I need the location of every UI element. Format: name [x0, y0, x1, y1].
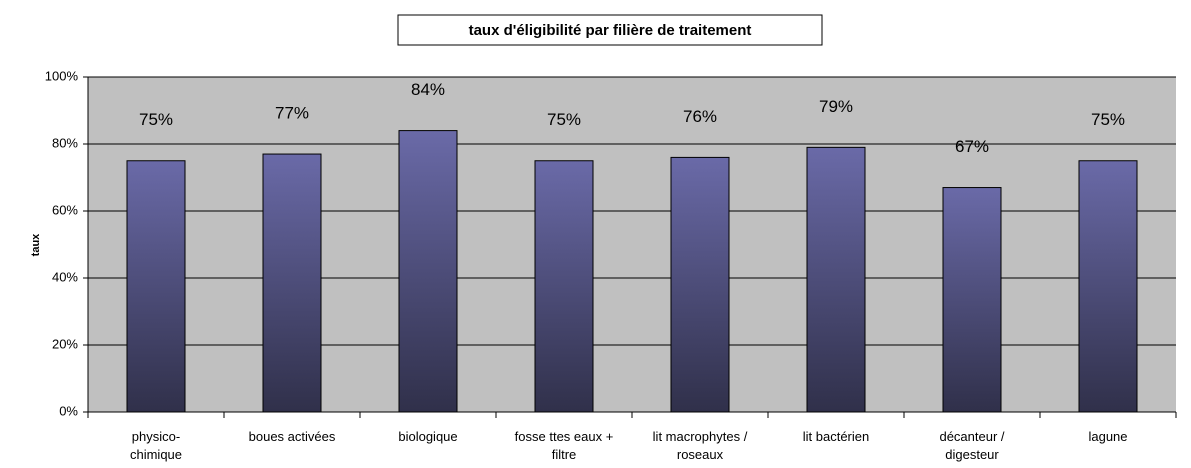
plot-area [88, 77, 1176, 412]
bar [262, 153, 322, 413]
y-tick-label: 0% [59, 403, 78, 418]
data-label: 67% [955, 137, 989, 156]
data-label: 84% [411, 80, 445, 99]
bar [534, 160, 594, 413]
bar [398, 130, 458, 413]
bar [1078, 160, 1138, 413]
x-tick-label: physico- chimique [129, 429, 183, 462]
y-tick-label: 20% [52, 336, 78, 351]
x-tick-label: lit bactérien [802, 429, 870, 444]
data-label: 77% [275, 104, 309, 123]
title-box [397, 14, 823, 46]
x-tick-label: lit macrophytes / roseaux [652, 429, 748, 462]
x-tick-label: biologique [398, 429, 458, 444]
data-label: 79% [819, 97, 853, 116]
x-tick-label: lagune [1088, 429, 1128, 444]
chart-title: taux d'éligibilité par filière de traite… [469, 22, 752, 39]
data-label: 75% [547, 110, 581, 129]
data-label: 75% [1091, 110, 1125, 129]
bar [806, 146, 866, 413]
bar [942, 187, 1002, 413]
y-axis-label: taux [30, 233, 42, 257]
x-tick-label: boues activées [248, 429, 336, 444]
y-tick-label: 80% [52, 135, 78, 150]
data-label: 76% [683, 107, 717, 126]
y-tick-label: 60% [52, 202, 78, 217]
x-tick-label: fosse ttes eaux + filtre [514, 429, 614, 462]
data-label: 75% [139, 110, 173, 129]
y-tick-label: 40% [52, 269, 78, 284]
x-tick-label: décanteur / digesteur [939, 429, 1005, 462]
y-tick-label: 100% [45, 68, 79, 83]
bar [670, 156, 730, 413]
bar [126, 160, 186, 413]
